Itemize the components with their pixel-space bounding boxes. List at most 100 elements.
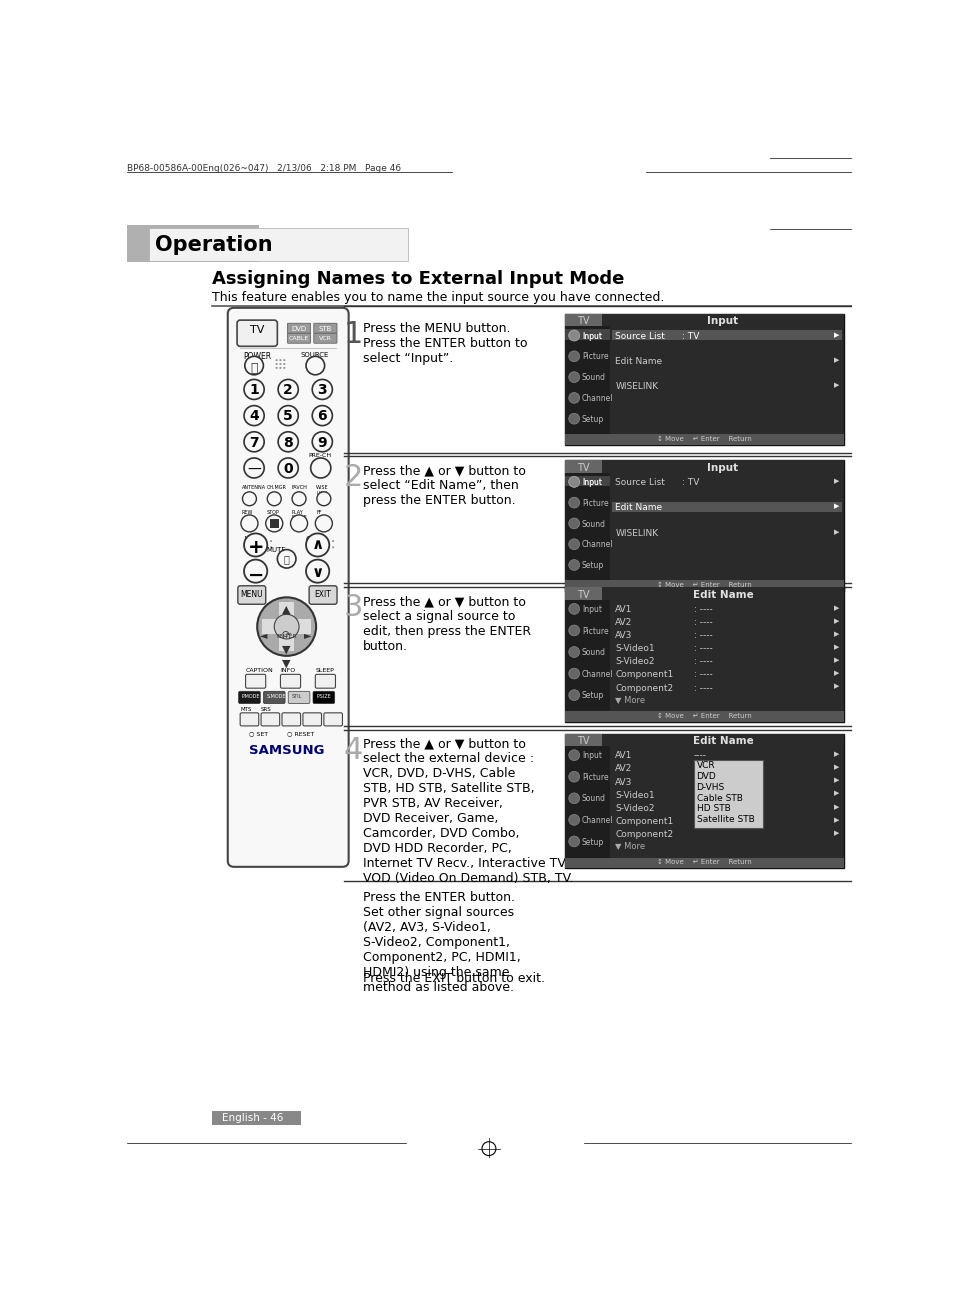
Text: Picture: Picture [581, 353, 608, 362]
Text: ⟳: ⟳ [282, 630, 291, 640]
Circle shape [568, 814, 579, 825]
Text: FF: FF [315, 510, 321, 515]
Text: STOP: STOP [266, 510, 279, 515]
Text: ▶: ▶ [833, 332, 839, 338]
Text: AV3: AV3 [615, 778, 632, 787]
Text: 2: 2 [283, 384, 293, 397]
Text: Press the MENU button.
Press the ENTER button to
select “Input”.: Press the MENU button. Press the ENTER b… [363, 321, 527, 364]
FancyBboxPatch shape [287, 323, 311, 333]
Text: Input: Input [581, 332, 601, 341]
Text: 1: 1 [249, 384, 258, 397]
Circle shape [568, 559, 579, 570]
FancyBboxPatch shape [287, 333, 311, 343]
Bar [564, 435, 843, 445]
Circle shape [568, 837, 579, 847]
Text: Cable STB: Cable STB [696, 794, 741, 803]
Text: Channel: Channel [581, 816, 613, 825]
Circle shape [266, 515, 282, 532]
Circle shape [279, 359, 281, 360]
Text: Press the ▲ or ▼ button to
select “Edit Name”, then
press the ENTER button.: Press the ▲ or ▼ button to select “Edit … [363, 464, 526, 507]
Circle shape [241, 515, 257, 532]
Circle shape [270, 540, 272, 543]
Text: POWER: POWER [243, 353, 271, 362]
Text: Input: Input [581, 332, 601, 341]
FancyBboxPatch shape [314, 333, 336, 343]
Circle shape [244, 380, 264, 399]
Text: ∧: ∧ [311, 537, 323, 552]
Bar [564, 476, 609, 487]
Text: ENTER: ENTER [276, 635, 296, 639]
Circle shape [568, 539, 579, 549]
Circle shape [312, 380, 332, 399]
Circle shape [568, 476, 579, 487]
Text: : ----: : ---- [693, 657, 712, 666]
Text: 2: 2 [344, 463, 363, 492]
Text: Input: Input [581, 605, 601, 614]
Circle shape [278, 406, 298, 425]
Text: MENU: MENU [240, 591, 263, 600]
Bar [564, 580, 843, 591]
Text: Input: Input [707, 463, 738, 472]
Circle shape [244, 458, 264, 477]
Circle shape [278, 458, 298, 477]
Bar [564, 734, 843, 868]
Text: Edit Name: Edit Name [615, 356, 661, 366]
FancyBboxPatch shape [238, 691, 260, 704]
Text: ▶: ▶ [833, 817, 839, 822]
Text: TV: TV [577, 736, 589, 745]
Circle shape [283, 363, 285, 364]
FancyBboxPatch shape [314, 323, 336, 333]
Circle shape [568, 647, 579, 657]
Circle shape [278, 432, 298, 451]
Circle shape [242, 492, 256, 506]
Text: Press the ENTER button.
Set other signal sources
(AV2, AV3, S-Video1,
S-Video2, : Press the ENTER button. Set other signal… [363, 891, 520, 994]
Bar [149, 228, 408, 260]
Circle shape [244, 533, 267, 557]
Circle shape [283, 359, 285, 360]
Circle shape [332, 546, 334, 548]
Text: Sound: Sound [581, 373, 605, 382]
Circle shape [568, 690, 579, 700]
Text: Component1: Component1 [615, 817, 673, 826]
Text: S-Video2: S-Video2 [615, 657, 654, 666]
Text: P.MODE: P.MODE [241, 693, 260, 699]
Text: ▼: ▼ [282, 658, 291, 669]
Circle shape [274, 614, 298, 639]
Text: ▶: ▶ [833, 791, 839, 796]
Bar [564, 472, 609, 591]
Text: Source List      : TV: Source List : TV [615, 477, 699, 487]
Text: ◄: ◄ [259, 630, 267, 640]
Text: AV1: AV1 [615, 752, 632, 760]
Circle shape [568, 669, 579, 679]
Bar [270, 519, 278, 528]
FancyBboxPatch shape [280, 674, 300, 688]
Text: Input: Input [581, 477, 601, 487]
Circle shape [568, 476, 579, 487]
Text: DVD: DVD [696, 771, 716, 781]
Text: Component2: Component2 [615, 683, 673, 692]
Text: SAMSUNG: SAMSUNG [249, 744, 324, 757]
FancyBboxPatch shape [288, 691, 310, 704]
Text: S-Video1: S-Video1 [615, 644, 654, 653]
Text: CH: CH [305, 536, 315, 545]
Text: AV1: AV1 [615, 605, 632, 614]
Circle shape [316, 492, 331, 506]
Text: ∨: ∨ [311, 565, 323, 580]
Circle shape [292, 492, 306, 506]
Text: Edit Name: Edit Name [692, 736, 753, 745]
Text: AV2: AV2 [615, 618, 632, 627]
Bar [270, 519, 278, 528]
Circle shape [267, 492, 281, 506]
Text: Press the EXIT button to exit.: Press the EXIT button to exit. [363, 972, 545, 985]
Text: Channel: Channel [581, 394, 613, 403]
Circle shape [312, 432, 332, 451]
Circle shape [315, 515, 332, 532]
Text: Channel: Channel [581, 670, 613, 679]
Text: CH.MGR: CH.MGR [266, 485, 286, 490]
Text: VOL: VOL [245, 536, 260, 545]
Text: WISE
LINK: WISE LINK [315, 485, 329, 496]
Text: WISELINK: WISELINK [615, 528, 658, 537]
Text: BP68-00586A-00Eng(026~047)   2/13/06   2:18 PM   Page 46: BP68-00586A-00Eng(026~047) 2/13/06 2:18 … [127, 164, 400, 173]
Text: ▶: ▶ [833, 804, 839, 809]
Circle shape [291, 515, 307, 532]
